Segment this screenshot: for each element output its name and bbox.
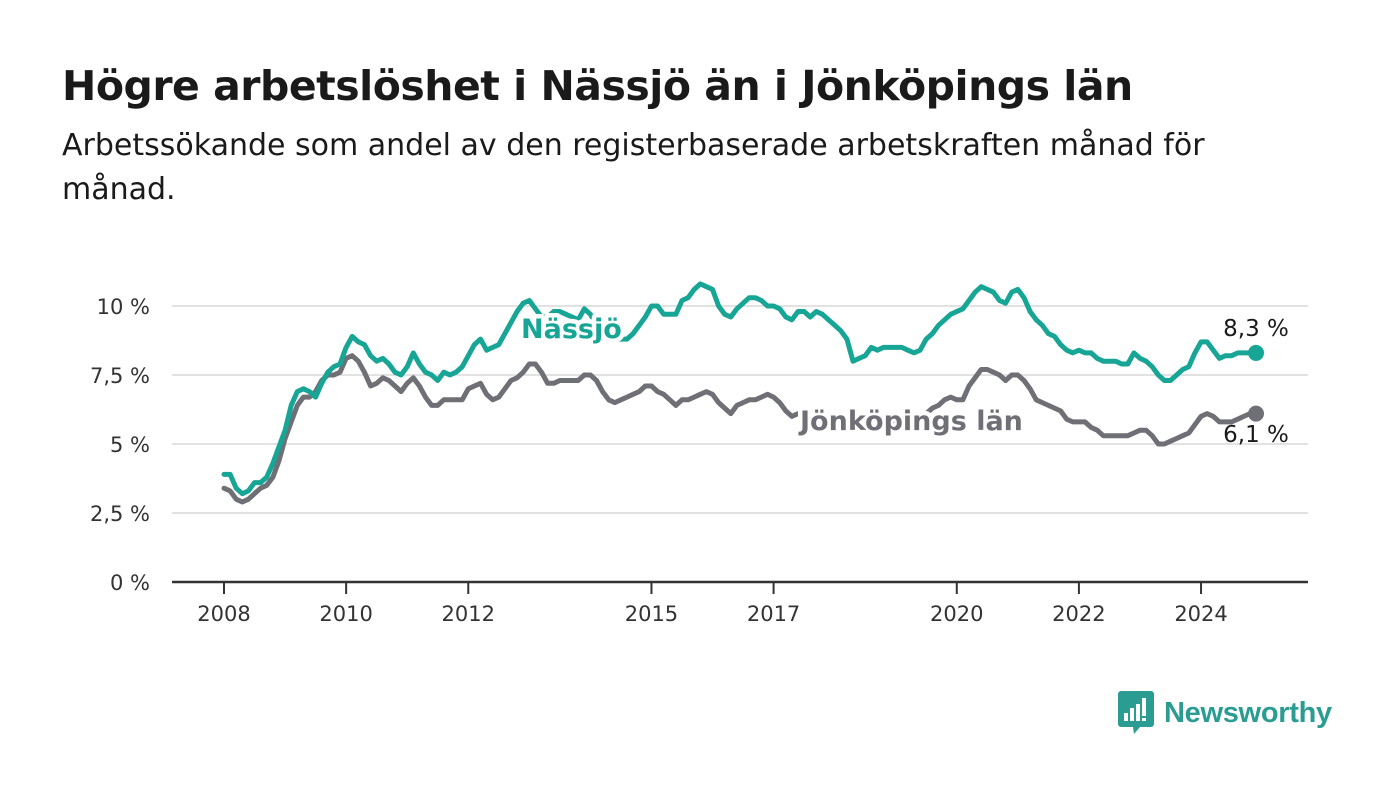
x-tick-label: 2022 <box>1052 602 1105 626</box>
end-label-nassjo: 8,3 % <box>1223 316 1289 342</box>
series-labels: Nässjö Jönköpings län <box>517 310 1028 442</box>
end-values: 8,3 % 6,1 % <box>1223 316 1289 448</box>
x-axis-ticks: 2008 2010 2012 2015 2017 2020 2022 2024 <box>197 582 1228 626</box>
gridlines <box>172 305 1308 584</box>
series-line-jonkopings-lan <box>221 353 1259 505</box>
x-tick-label: 2017 <box>747 602 800 626</box>
newsworthy-bars-icon <box>1118 691 1154 734</box>
series-lines <box>221 281 1264 505</box>
series-label-jonkopings-lan: Jönköpings län <box>798 406 1023 437</box>
end-point-nassjo <box>1248 344 1264 361</box>
x-tick-label: 2010 <box>319 602 372 626</box>
end-label-jonkopings-lan: 6,1 % <box>1223 422 1289 448</box>
y-tick-label: 5 % <box>110 433 150 457</box>
chart-title: Högre arbetslöshet i Nässjö än i Jönköpi… <box>62 62 1133 110</box>
y-tick-label: 10 % <box>97 295 150 319</box>
x-tick-label: 2024 <box>1174 602 1227 626</box>
y-tick-label: 0 % <box>110 571 150 595</box>
x-tick-label: 2015 <box>625 602 678 626</box>
y-tick-label: 2,5 % <box>90 502 150 526</box>
x-tick-label: 2012 <box>442 602 495 626</box>
newsworthy-logo: Newsworthy <box>1118 690 1332 736</box>
series-label-nassjo: Nässjö <box>521 314 622 345</box>
x-tick-label: 2020 <box>930 602 983 626</box>
y-tick-label: 7,5 % <box>90 364 150 388</box>
x-tick-label: 2008 <box>197 602 250 626</box>
chart-subtitle: Arbetssökande som andel av den registerb… <box>62 128 1205 207</box>
y-axis-ticks: 0 % 2,5 % 5 % 7,5 % 10 % <box>90 295 150 595</box>
brand-name: Newsworthy <box>1164 696 1332 729</box>
end-point-jonkopings-lan <box>1248 405 1264 422</box>
series-line-nassjo <box>221 281 1259 497</box>
